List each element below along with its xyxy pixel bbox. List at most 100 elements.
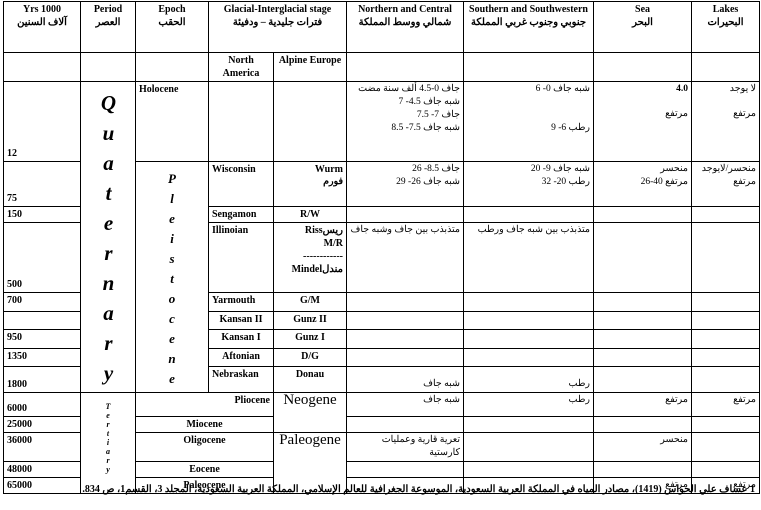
table-row: 48000 Eocene <box>3 461 761 478</box>
table-cell <box>463 416 595 433</box>
south-text: رطب <box>463 392 595 417</box>
header-text: Period <box>93 4 123 15</box>
table-cell: شبه جاف 9- 20 رطب 20- 32 <box>463 161 595 207</box>
table-cell <box>691 222 761 293</box>
alpine-europe-text: مندل <box>322 264 344 275</box>
epochs-text: Eocene <box>135 461 274 478</box>
header-text: العصر <box>95 17 121 28</box>
table-cell <box>135 52 209 82</box>
table-cell <box>691 432 761 462</box>
table-cell <box>691 366 761 393</box>
alpine-europe-text: Riss <box>304 225 323 236</box>
table-cell: Sea البحر <box>593 1 693 53</box>
years-text: 1800 <box>3 366 81 393</box>
cell-group: Rissريس <box>277 224 343 237</box>
table-cell <box>463 432 595 462</box>
epochs-text: Holocene <box>135 81 209 162</box>
table-cell <box>691 416 761 433</box>
south-text: شبه جاف 9- 20 <box>530 164 591 174</box>
table-cell <box>691 310 761 330</box>
table-cell <box>346 310 465 330</box>
header-text: Epoch <box>158 4 186 15</box>
table-cell <box>691 329 761 349</box>
south-text: رطب 20- 32 <box>541 177 591 187</box>
table-cell <box>463 292 595 312</box>
years-text: 1350 <box>3 347 81 367</box>
header-text: جنوبي وجنوب غربي المملكة <box>470 17 587 28</box>
header-text: البحيرات <box>707 17 744 28</box>
table-cell <box>346 416 465 433</box>
table-cell: Rissريس M/R ------------ Mindelمندل <box>272 222 348 293</box>
sea-text: مرتفع <box>593 392 693 417</box>
table-cell <box>346 347 465 367</box>
alpine-europe-text: R/W <box>272 206 348 223</box>
north-america-text: Aftonian <box>208 347 274 367</box>
table-row: 150 Sengamon R/W <box>3 206 761 223</box>
south-text: رطب <box>463 366 595 393</box>
years-text: 6000 <box>3 392 81 417</box>
years-text: 950 <box>3 329 81 349</box>
header-text: آلاف السنين <box>17 17 67 28</box>
lakes-text: مرتفع <box>733 177 757 187</box>
table-cell <box>593 292 693 312</box>
alpine-europe-text: Mindel <box>291 264 323 275</box>
north-america-text: Yarmouth <box>208 292 274 312</box>
table-row: 700 Yarmouth G/M <box>3 292 761 312</box>
header-text: فترات جليدية – ودفيئة <box>232 17 323 28</box>
table-cell <box>3 310 81 330</box>
table-cell <box>593 310 693 330</box>
sea-text: مرتفع 40-26 <box>640 177 689 187</box>
table-cell: منحسر/لايوجد مرتفع <box>691 161 761 207</box>
lakes-text: لا يوجد <box>729 84 757 94</box>
table-cell <box>593 416 693 433</box>
north-america-text: Illinoian <box>208 222 274 293</box>
header-text: Alpine Europe <box>272 52 348 82</box>
table-cell <box>463 461 595 478</box>
alpine-europe-text: D/G <box>272 347 348 367</box>
table-cell <box>593 206 693 223</box>
sea-text: منحسر <box>593 432 693 462</box>
periods-text: Tertiary <box>103 402 113 474</box>
north-text: جاف 8.5- 26 <box>412 164 461 174</box>
table-cell: Tertiary <box>80 392 136 494</box>
alpine-europe-text: ريس <box>322 225 344 236</box>
epochs-text: Oligocene <box>135 432 274 462</box>
table-cell <box>691 292 761 312</box>
table-cell <box>593 52 693 82</box>
table-row: Yrs 1000 آلاف السنين Period العصر Epoch الح… <box>3 1 761 53</box>
geology-table: Yrs 1000 آلاف السنين Period العصر Epoch الح… <box>3 1 761 494</box>
table-cell <box>691 461 761 478</box>
north-america-text: Nebraskan <box>208 366 274 393</box>
north-text: تعرية قارية وعمليات كارستية <box>346 432 465 462</box>
north-text: شبه جاف 7.5- 8.5 <box>391 123 461 133</box>
table-cell: جاف 0-4.5 ألف سنة مضت شبه جاف 4.5- 7 جاف 7… <box>346 81 465 162</box>
years-text: 500 <box>3 222 81 293</box>
north-text: جاف 7- 7.5 <box>416 110 461 120</box>
header-text: Sea <box>635 4 651 15</box>
table-cell: Yrs 1000 آلاف السنين <box>3 1 81 53</box>
header-text: Glacial-Interglacial stage <box>223 4 332 15</box>
footnote: 1 عساف علي الحواس (1419)، مصادر المياه ف… <box>82 484 755 495</box>
table-row: 12 Quaternary Holocene جاف 0-4.5 ألف سنة… <box>3 81 761 393</box>
table-cell <box>593 461 693 478</box>
table-cell <box>691 347 761 367</box>
table-row: 6000 Tertiary Pliocene Neogene شبه جاف رط… <box>3 392 761 494</box>
header-text: الحقب <box>158 17 186 28</box>
north-text: شبه جاف <box>346 366 465 393</box>
north-america-text: Sengamon <box>208 206 274 223</box>
table-row: 65000 Paleocene مرتفع مرتفع <box>3 477 761 494</box>
periods-text: Quaternary <box>96 91 121 391</box>
south-text: متذبذب بين شبه جاف ورطب <box>463 222 595 293</box>
header-text: Southern and Southwestern <box>469 4 588 15</box>
eras-text: Neogene <box>272 392 348 433</box>
lakes-text: منحسر/لايوجد <box>701 164 757 174</box>
years-text: 65000 <box>3 477 81 494</box>
header-text: North America <box>208 52 274 82</box>
table-cell <box>272 81 348 162</box>
alpine-europe-text: Donau <box>272 366 348 393</box>
table-cell <box>346 461 465 478</box>
epochs-text: Pliocene <box>135 392 274 417</box>
years-text: 48000 <box>3 461 81 478</box>
alpine-europe-text: G/M <box>272 292 348 312</box>
